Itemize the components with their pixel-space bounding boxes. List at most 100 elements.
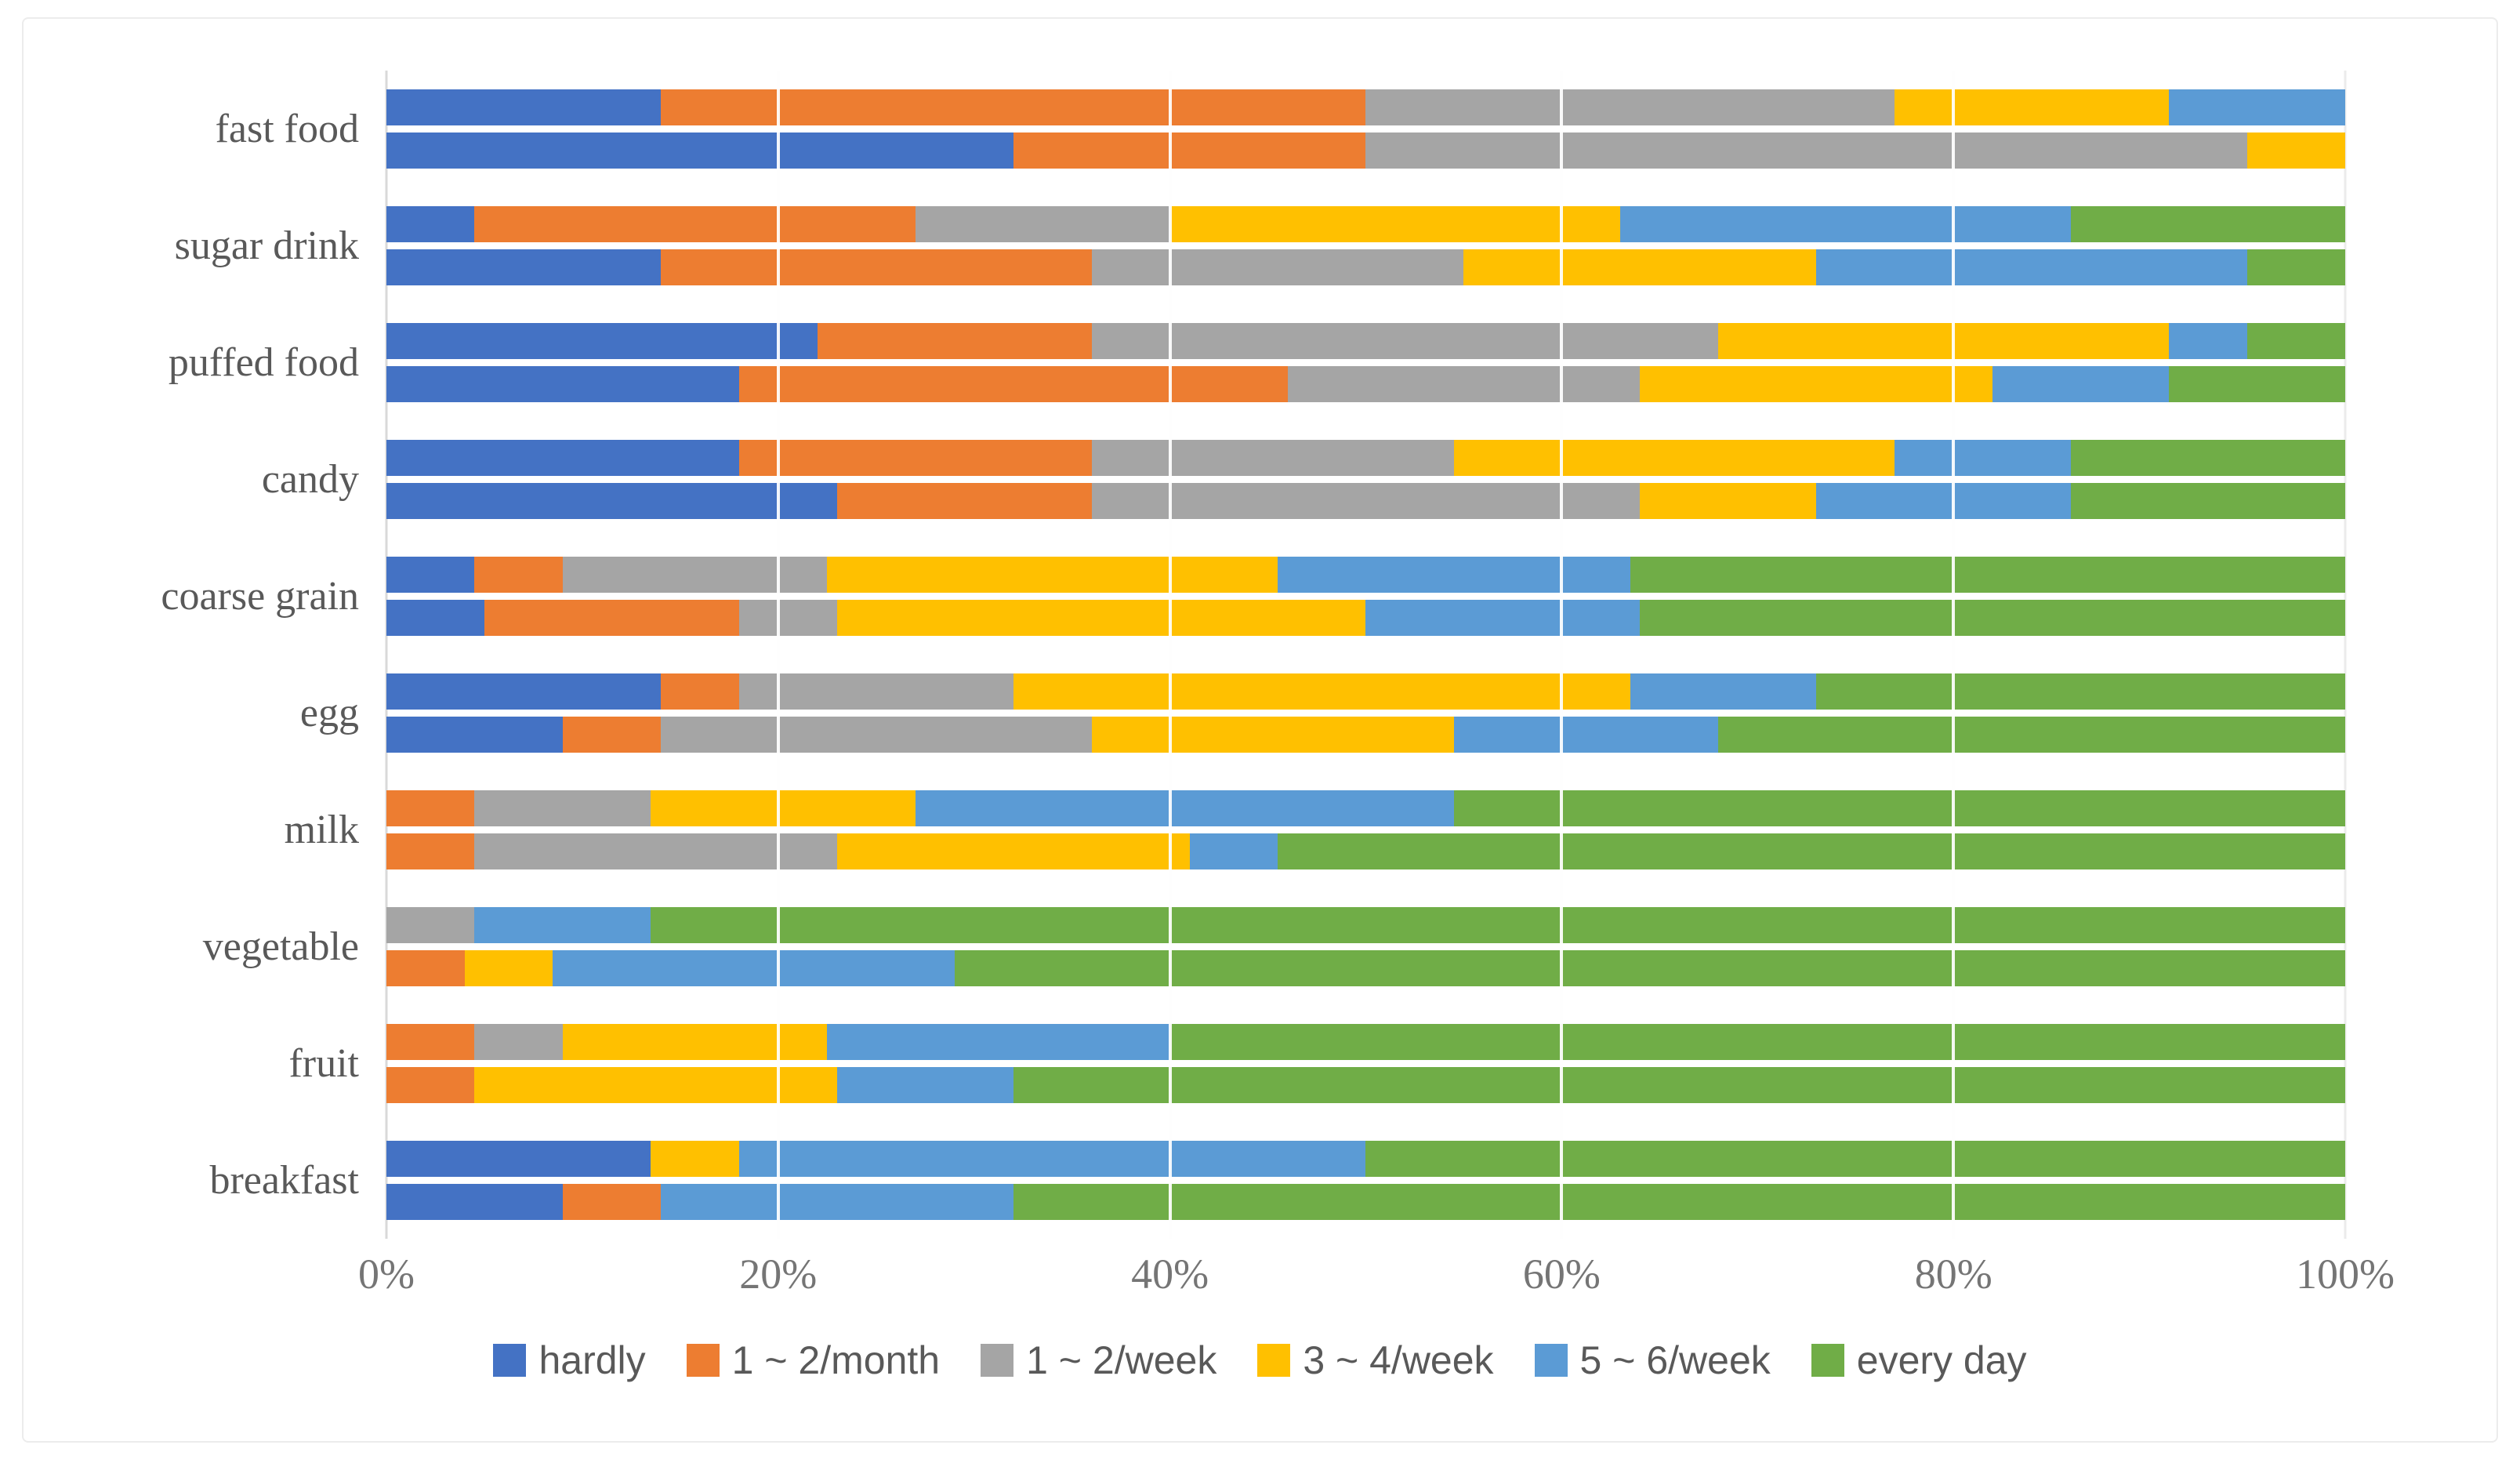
stacked-bar bbox=[386, 483, 2345, 519]
bar-segment bbox=[2071, 440, 2345, 476]
x-tick-label: 20% bbox=[739, 1251, 818, 1298]
category-row bbox=[386, 771, 2345, 888]
category-row bbox=[386, 888, 2345, 1005]
bar-segment bbox=[386, 440, 739, 476]
legend-item: 1 ~ 2/month bbox=[686, 1338, 941, 1383]
bar-segment bbox=[836, 1067, 1013, 1103]
bar-segment bbox=[1091, 249, 1464, 285]
bar-segment bbox=[464, 950, 553, 986]
stacked-bar bbox=[386, 440, 2345, 476]
bar-segment bbox=[1013, 133, 1366, 169]
bar-segment bbox=[1816, 483, 2072, 519]
category-row bbox=[386, 538, 2345, 655]
bar-segment bbox=[386, 950, 465, 986]
bar-segment bbox=[562, 557, 828, 593]
bar-segment bbox=[836, 483, 1092, 519]
stacked-bar bbox=[386, 950, 2345, 986]
bar-segment bbox=[827, 1024, 1170, 1060]
bar-segment bbox=[553, 950, 955, 986]
bar-segment bbox=[386, 206, 475, 242]
legend-label: 1 ~ 2/month bbox=[731, 1338, 941, 1382]
bar-segment bbox=[660, 249, 1092, 285]
bar-segment bbox=[1992, 366, 2170, 402]
bar-segment bbox=[386, 907, 475, 943]
stacked-bar bbox=[386, 133, 2345, 169]
bar-segment bbox=[562, 1184, 661, 1220]
category-row bbox=[386, 304, 2345, 421]
bar-segment bbox=[474, 907, 651, 943]
gridline-overlay bbox=[1952, 71, 1956, 1239]
x-tick-label: 40% bbox=[1131, 1251, 1209, 1298]
bar-segment bbox=[1453, 790, 2345, 826]
legend-label: 1 ~ 2/week bbox=[1026, 1338, 1217, 1382]
category-row bbox=[386, 71, 2345, 187]
y-axis-label: milk bbox=[284, 808, 359, 852]
legend-item: 3 ~ 4/week bbox=[1257, 1338, 1494, 1383]
bar-segment bbox=[954, 950, 2345, 986]
legend-swatch bbox=[1534, 1344, 1568, 1377]
y-axis-label: coarse grain bbox=[161, 574, 359, 619]
bar-segment bbox=[474, 833, 837, 869]
y-axis-label: candy bbox=[261, 457, 359, 502]
bar-segment bbox=[386, 673, 661, 710]
legend-label: hardly bbox=[538, 1338, 646, 1382]
bar-segment bbox=[2071, 483, 2345, 519]
bars-layer bbox=[386, 71, 2345, 1239]
legend-item: every day bbox=[1811, 1338, 2027, 1383]
bar-segment bbox=[1013, 1184, 2345, 1220]
bar-segment bbox=[1013, 673, 1630, 710]
x-axis: 0% 20% 40% 60% 80% 100% bbox=[358, 1250, 2395, 1305]
bar-segment bbox=[836, 833, 1190, 869]
gridline bbox=[2344, 71, 2347, 1239]
legend-swatch bbox=[981, 1344, 1014, 1377]
legend-item: 1 ~ 2/week bbox=[981, 1338, 1216, 1383]
stacked-bar bbox=[386, 249, 2345, 285]
bar-segment bbox=[386, 323, 818, 359]
stacked-bar bbox=[386, 89, 2345, 125]
stacked-bar bbox=[386, 600, 2345, 636]
y-axis-line bbox=[385, 71, 388, 1239]
x-tick-label: 80% bbox=[1914, 1251, 1992, 1298]
stacked-bar bbox=[386, 1141, 2345, 1177]
bar-segment bbox=[1718, 323, 2170, 359]
bar-segment bbox=[1013, 1067, 2345, 1103]
bar-segment bbox=[386, 1184, 563, 1220]
x-tick-label: 100% bbox=[2296, 1251, 2395, 1298]
bar-segment bbox=[817, 323, 1092, 359]
bar-segment bbox=[1365, 133, 2248, 169]
bar-segment bbox=[1091, 483, 1641, 519]
legend-item: hardly bbox=[493, 1338, 646, 1383]
bar-segment bbox=[386, 717, 563, 753]
bar-segment bbox=[1630, 673, 1817, 710]
legend-swatch bbox=[1811, 1344, 1844, 1377]
bar-segment bbox=[1278, 557, 1630, 593]
bar-segment bbox=[2247, 323, 2345, 359]
bar-segment bbox=[1640, 600, 2345, 636]
gridline-overlay bbox=[1168, 71, 1172, 1239]
legend-item: 5 ~ 6/week bbox=[1534, 1338, 1771, 1383]
bar-segment bbox=[651, 1141, 739, 1177]
x-tick-label: 0% bbox=[358, 1251, 415, 1298]
bar-segment bbox=[386, 133, 1013, 169]
bar-segment bbox=[562, 717, 661, 753]
bar-segment bbox=[386, 600, 484, 636]
category-row bbox=[386, 1122, 2345, 1239]
bar-segment bbox=[386, 89, 661, 125]
bar-segment bbox=[1091, 323, 1719, 359]
bar-segment bbox=[660, 673, 739, 710]
bar-segment bbox=[738, 366, 1288, 402]
bar-segment bbox=[738, 440, 1092, 476]
bar-segment bbox=[2169, 323, 2248, 359]
bar-segment bbox=[1365, 1141, 2345, 1177]
bar-segment bbox=[1278, 833, 2345, 869]
legend-label: 3 ~ 4/week bbox=[1303, 1338, 1494, 1382]
stacked-bar bbox=[386, 1024, 2345, 1060]
y-axis-labels: fast food sugar drink puffed food candy coar… bbox=[0, 71, 359, 1239]
y-axis-label: fruit bbox=[288, 1041, 359, 1086]
bar-segment bbox=[2071, 206, 2345, 242]
category-row bbox=[386, 1005, 2345, 1122]
bar-segment bbox=[827, 557, 1278, 593]
bar-segment bbox=[474, 1024, 563, 1060]
legend-swatch bbox=[686, 1344, 720, 1377]
bar-segment bbox=[915, 206, 1170, 242]
